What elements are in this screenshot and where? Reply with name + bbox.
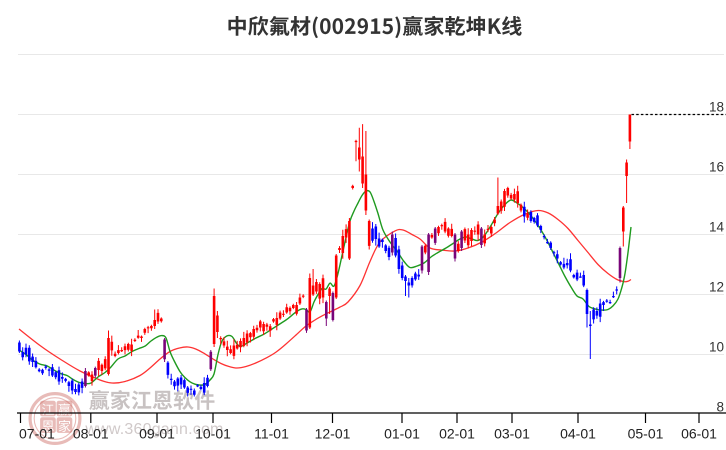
svg-text:10: 10 bbox=[709, 340, 724, 355]
svg-text:09-01: 09-01 bbox=[139, 426, 175, 442]
svg-text:01-01: 01-01 bbox=[384, 426, 420, 442]
svg-text:07-01: 07-01 bbox=[19, 426, 55, 442]
svg-text:10-01: 10-01 bbox=[195, 426, 231, 442]
svg-text:www.360gann.com: www.360gann.com bbox=[84, 421, 223, 438]
svg-text:06-01: 06-01 bbox=[681, 426, 717, 442]
svg-text:14: 14 bbox=[709, 220, 725, 235]
svg-text:12: 12 bbox=[709, 280, 724, 295]
svg-text:18: 18 bbox=[709, 100, 724, 115]
svg-text:08-01: 08-01 bbox=[73, 426, 109, 442]
svg-text:04-01: 04-01 bbox=[560, 426, 596, 442]
svg-text:12-01: 12-01 bbox=[315, 426, 351, 442]
svg-text:11-01: 11-01 bbox=[254, 426, 289, 442]
svg-text:16: 16 bbox=[709, 160, 724, 175]
svg-text:03-01: 03-01 bbox=[494, 426, 530, 442]
svg-text:05-01: 05-01 bbox=[628, 426, 664, 442]
svg-text:8: 8 bbox=[716, 400, 724, 415]
svg-text:02-01: 02-01 bbox=[439, 426, 475, 442]
